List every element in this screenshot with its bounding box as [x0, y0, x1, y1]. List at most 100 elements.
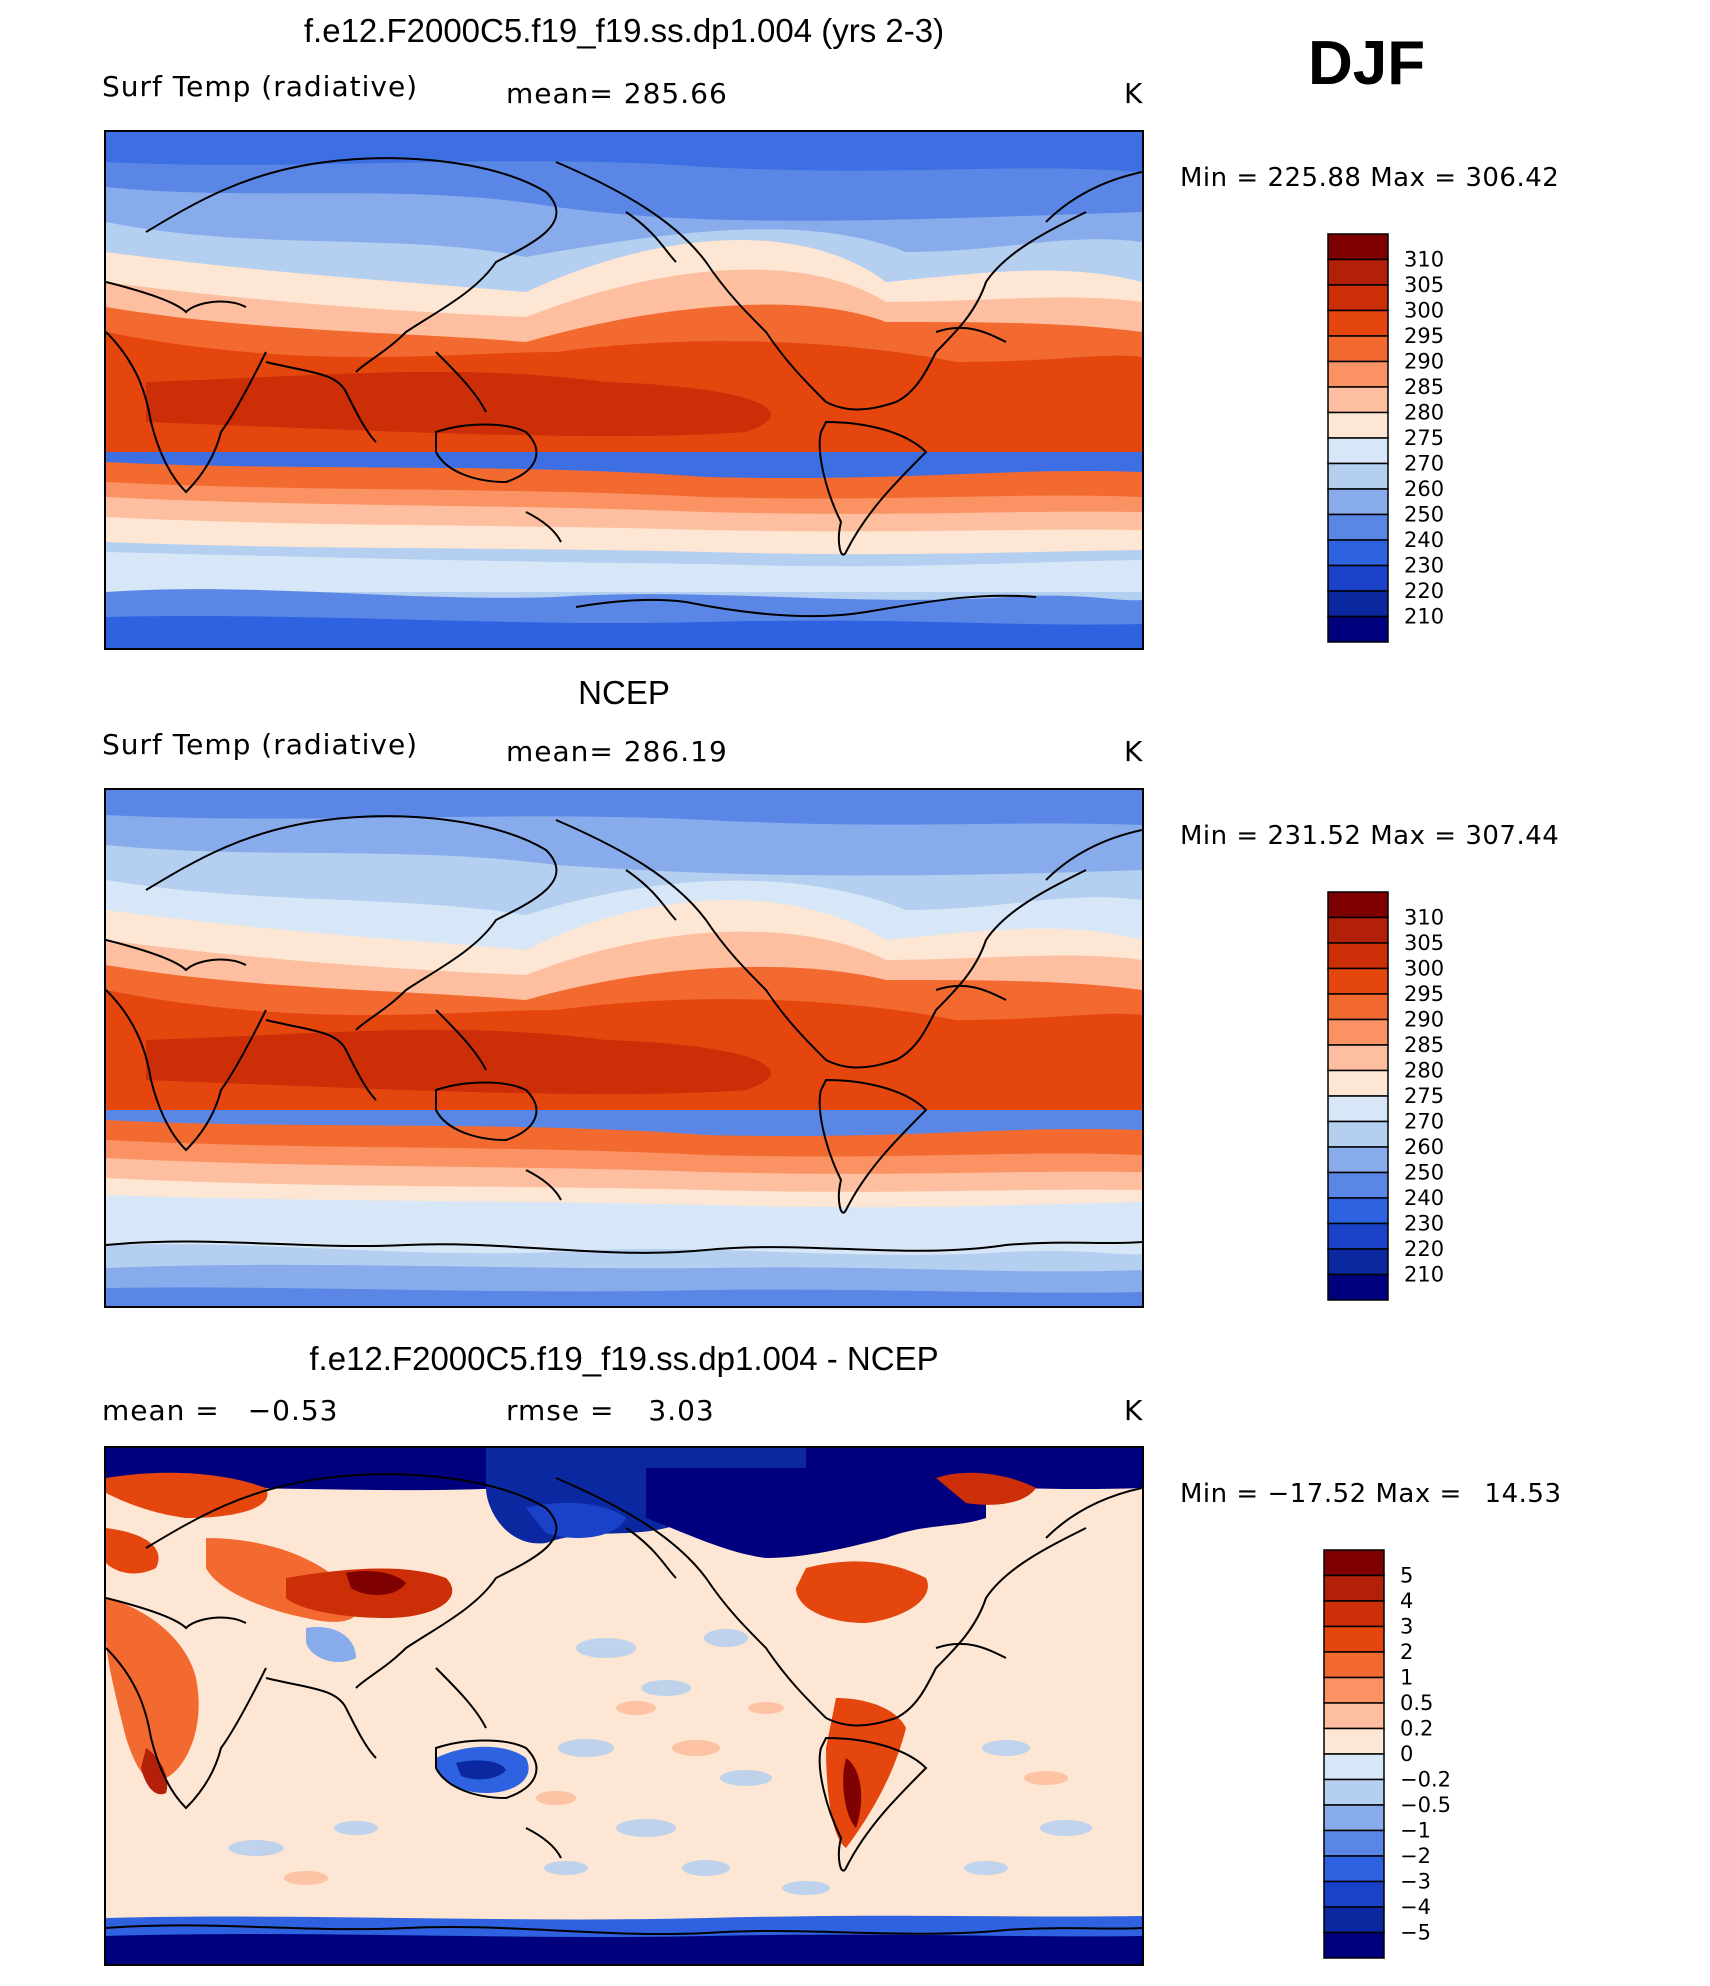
colorbar-tick-label: −5: [1400, 1921, 1431, 1945]
colorbar-tick-label: 220: [1404, 579, 1444, 603]
panel-3-colorbar: 5 4 3 2 1 0.5 0.2 0 −0.2 −0.5 −1 −2 −3 −4 −5: [1322, 1548, 1482, 1960]
colorbar-swatch: [1327, 258, 1389, 286]
panel-1-min-label: Min: [1180, 163, 1228, 193]
colorbar-tick-label: 285: [1404, 375, 1444, 399]
colorbar-swatch: [1323, 1778, 1385, 1806]
panel-1-max-value: 306.42: [1465, 163, 1560, 193]
panel-3-warm-patches: [284, 1701, 1068, 1885]
colorbar-swatch: [1327, 615, 1389, 643]
panel-1-units: K: [1124, 77, 1144, 110]
colorbar-tick-label: −4: [1400, 1895, 1431, 1919]
colorbar-swatch: [1327, 942, 1389, 970]
colorbar-tick-label: −1: [1400, 1819, 1431, 1843]
colorbar-tick-label: 260: [1404, 477, 1444, 501]
colorbar-tick-label: 210: [1404, 1263, 1444, 1287]
colorbar-tick-label: 260: [1404, 1135, 1444, 1159]
panel-2-variable-label: Surf Temp (radiative): [102, 728, 419, 761]
colorbar-tick-label: 230: [1404, 554, 1444, 578]
colorbar-tick-label: 275: [1404, 1084, 1444, 1108]
colorbar-swatch: [1327, 1146, 1389, 1174]
panel-2-mean-value: 286.19: [623, 735, 728, 768]
colorbar-swatch: [1327, 360, 1389, 388]
colorbar-swatch: [1327, 993, 1389, 1021]
panel-3-max-label: Max: [1375, 1479, 1431, 1509]
colorbar-swatch: [1327, 1273, 1389, 1301]
colorbar-swatch: [1323, 1574, 1385, 1602]
colorbar-swatch: [1323, 1804, 1385, 1832]
colorbar-swatch: [1327, 411, 1389, 439]
colorbar-tick-label: −3: [1400, 1870, 1431, 1894]
panel-1-mean: mean= 285.66: [506, 77, 728, 110]
colorbar-svg: 3103053002952902852802752702602502402302…: [1327, 233, 1444, 643]
colorbar-swatch: [1323, 1676, 1385, 1704]
colorbar-tick-label: 240: [1404, 1186, 1444, 1210]
colorbar-swatch: [1327, 1018, 1389, 1046]
panel-3-coastlines: [106, 1473, 1142, 1936]
panel-3-rmse-value: 3.03: [648, 1394, 715, 1427]
colorbar-tick-label: 305: [1404, 931, 1444, 955]
colorbar-swatch: [1327, 1069, 1389, 1097]
colorbar-tick-label: 280: [1404, 1059, 1444, 1083]
panel-1-title: f.e12.F2000C5.f19_f19.ss.dp1.004 (yrs 2-…: [303, 12, 945, 49]
colorbar-tick-label: 300: [1404, 299, 1444, 323]
colorbar-swatch: [1323, 1829, 1385, 1857]
colorbar-tick-label: 2: [1400, 1640, 1413, 1664]
colorbar-tick-label: 285: [1404, 1033, 1444, 1057]
colorbar-swatch: [1323, 1906, 1385, 1934]
colorbar-tick-label: 280: [1404, 401, 1444, 425]
colorbar-swatch: [1327, 386, 1389, 414]
colorbar-swatch: [1327, 437, 1389, 465]
colorbar-swatch: [1327, 1044, 1389, 1072]
colorbar-tick-label: 0: [1400, 1742, 1413, 1766]
colorbar-swatch: [1327, 916, 1389, 944]
panel-3-minmax: Min = −17.52 Max = 14.53: [1180, 1479, 1562, 1509]
colorbar-tick-label: 4: [1400, 1589, 1413, 1613]
colorbar-swatch: [1323, 1625, 1385, 1653]
panel-1-colorbar: 310 305 300 295 290 285 280 275 270 260 250 240 230 2…: [1326, 232, 1486, 644]
colorbar-swatch: [1327, 590, 1389, 618]
colorbar-tick-label: 310: [1404, 248, 1444, 272]
panel-2-coastlines: [106, 815, 1142, 1254]
colorbar-swatch: [1327, 1171, 1389, 1199]
panel-3-title: f.e12.F2000C5.f19_f19.ss.dp1.004 - NCEP: [309, 1340, 939, 1377]
panel-2-min-label: Min: [1180, 821, 1228, 851]
colorbar-swatch: [1327, 891, 1389, 919]
colorbar-tick-label: 240: [1404, 528, 1444, 552]
panel-3-noise-pattern: [228, 1629, 1092, 1895]
colorbar-swatch: [1323, 1549, 1385, 1577]
colorbar-tick-label: 310: [1404, 906, 1444, 930]
season-label: DJF: [1308, 29, 1426, 98]
colorbar-swatch: [1327, 462, 1389, 490]
colorbar-swatch: [1327, 513, 1389, 541]
colorbar-swatch: [1323, 1702, 1385, 1730]
colorbar-swatch: [1327, 967, 1389, 995]
panel-3-min-value: −17.52: [1267, 1479, 1367, 1509]
colorbar-swatch: [1327, 564, 1389, 592]
panel-3-units: K: [1124, 1394, 1144, 1427]
panel-2-minmax: Min = 231.52 Max = 307.44: [1180, 821, 1560, 851]
colorbar-tick-label: 300: [1404, 957, 1444, 981]
colorbar-tick-label: 250: [1404, 1161, 1444, 1185]
colorbar-tick-label: 3: [1400, 1615, 1413, 1639]
panel-3-mean: mean = −0.53: [102, 1394, 339, 1427]
colorbar-tick-label: 1: [1400, 1666, 1413, 1690]
colorbar-swatch: [1327, 335, 1389, 363]
colorbar-swatch: [1323, 1931, 1385, 1959]
colorbar-tick-label: −2: [1400, 1844, 1431, 1868]
colorbar-swatch: [1327, 1248, 1389, 1276]
panel-1-minmax: Min = 225.88 Max = 306.42: [1180, 163, 1560, 193]
colorbar-tick-label: 230: [1404, 1212, 1444, 1236]
panel-3-mean-label: mean =: [102, 1394, 220, 1427]
panel-1-max-label: Max: [1370, 163, 1426, 193]
panel-2-map: [104, 788, 1144, 1308]
panel-2-units: K: [1124, 735, 1144, 768]
panel-1-min-value: 225.88: [1267, 163, 1362, 193]
panel-3-map-svg: [106, 1448, 1142, 1964]
colorbar-swatch: [1323, 1753, 1385, 1781]
colorbar-swatch: [1327, 1120, 1389, 1148]
colorbar-swatch: [1323, 1855, 1385, 1883]
panel-2-max-value: 307.44: [1465, 821, 1560, 851]
panel-1-map: [104, 130, 1144, 650]
colorbar-tick-label: 305: [1404, 273, 1444, 297]
